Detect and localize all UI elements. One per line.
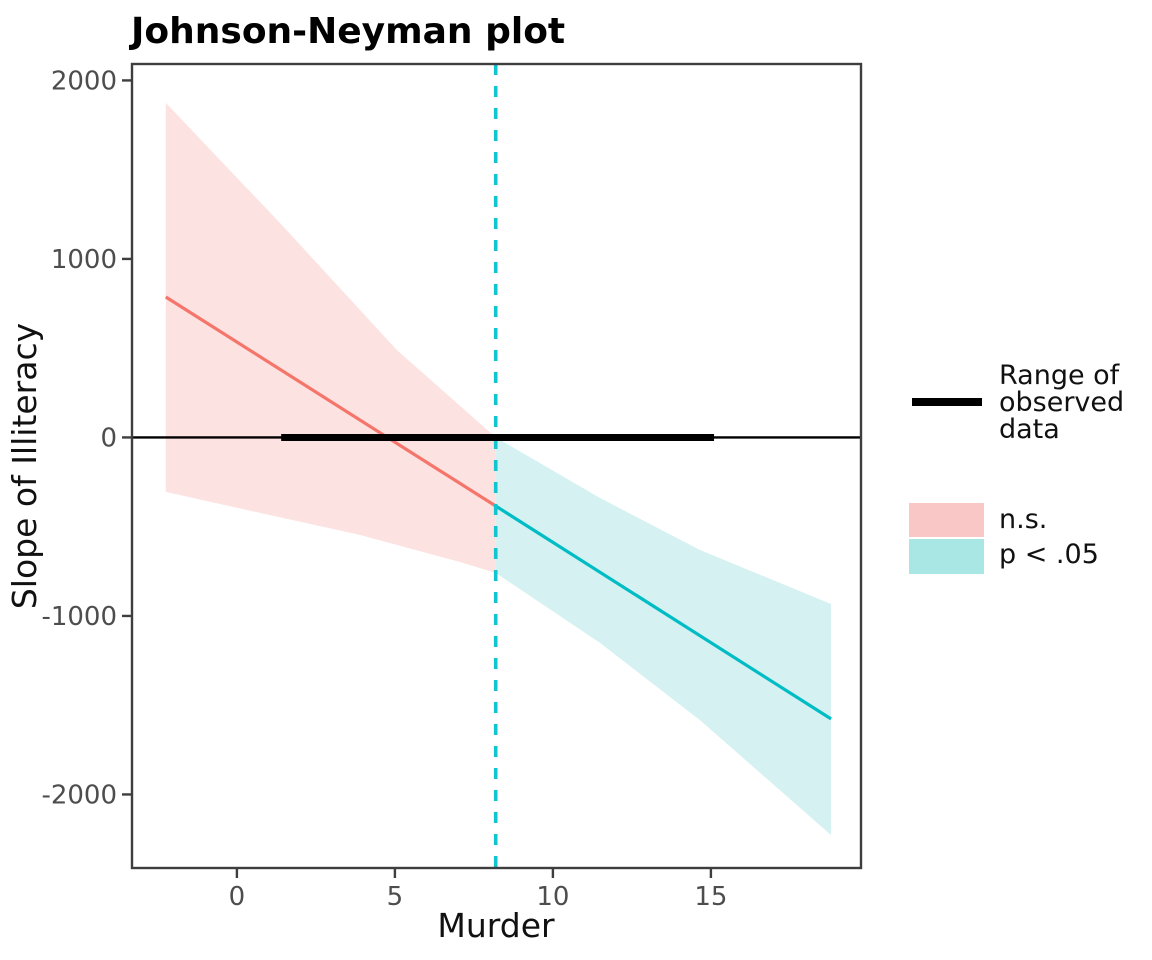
sig-confidence-band bbox=[495, 437, 831, 835]
legend-range-label-line3: data bbox=[999, 414, 1060, 445]
ns-slope-line bbox=[164, 295, 497, 508]
legend-ns-swatch bbox=[909, 503, 984, 537]
plot-panel bbox=[130, 62, 863, 870]
panel-border bbox=[130, 62, 863, 870]
chart-title: Johnson-Neyman plot bbox=[128, 11, 565, 52]
y-tick-label: -2000 bbox=[41, 780, 117, 810]
ns-confidence-band bbox=[165, 102, 496, 573]
y-tick-label: 0 bbox=[100, 423, 117, 453]
legend-range-label-line1: Range of bbox=[999, 360, 1121, 391]
y-tick-label: -1000 bbox=[41, 602, 117, 632]
x-tick-label: 0 bbox=[229, 882, 246, 912]
legend: Range of observed data n.s. p < .05 bbox=[909, 360, 1124, 574]
sig-slope-line bbox=[494, 504, 832, 721]
x-axis-ticks: 0 5 10 15 bbox=[229, 868, 727, 912]
y-axis-label: Slope of Illiteracy bbox=[5, 323, 44, 609]
y-axis-ticks: 2000 1000 0 -1000 -2000 bbox=[41, 66, 132, 810]
legend-sig-swatch bbox=[909, 539, 984, 574]
legend-sig-label: p < .05 bbox=[999, 539, 1099, 570]
x-tick-label: 5 bbox=[387, 882, 404, 912]
legend-ns-label: n.s. bbox=[999, 504, 1047, 535]
x-tick-label: 15 bbox=[694, 882, 727, 912]
legend-range-label-line2: observed bbox=[999, 387, 1124, 418]
x-tick-label: 10 bbox=[536, 882, 569, 912]
y-tick-label: 1000 bbox=[51, 245, 117, 275]
y-tick-label: 2000 bbox=[51, 66, 117, 96]
x-axis-label: Murder bbox=[437, 906, 555, 945]
